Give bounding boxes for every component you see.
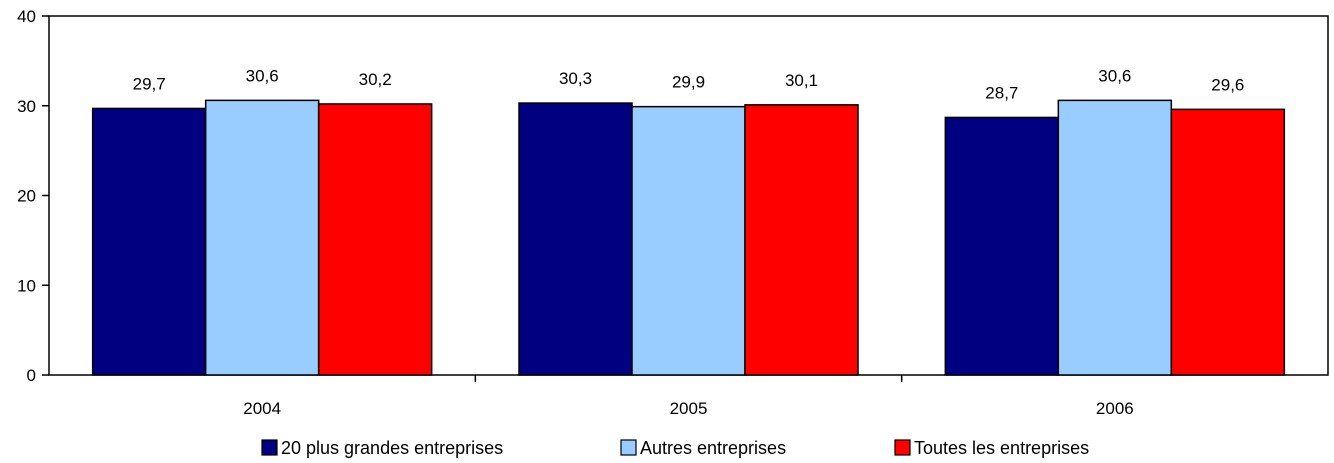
bar (204, 99, 320, 376)
bar (1057, 99, 1173, 376)
chart-legend: 20 plus grandes entreprises Autres entrep… (261, 438, 1089, 458)
legend-label: Autres entreprises (640, 438, 786, 458)
y-tick-label: 0 (27, 366, 36, 385)
bar (744, 104, 859, 376)
bar (518, 102, 633, 376)
data-label: 30,3 (559, 69, 592, 88)
y-tick-label: 40 (17, 7, 36, 26)
data-labels: 29,7 30,6 30,2 30,3 29,9 30,1 28,7 30,6 29,6 (133, 66, 1245, 102)
data-label: 29,6 (1211, 75, 1244, 94)
x-tick-label: 2006 (1096, 399, 1134, 418)
y-tick-label: 10 (17, 276, 36, 295)
bar (317, 103, 433, 376)
legend-swatch (894, 439, 911, 456)
data-label: 29,7 (133, 74, 166, 93)
bar (1170, 108, 1286, 376)
data-label: 30,6 (1098, 66, 1131, 85)
data-label: 29,9 (672, 73, 705, 92)
y-tick-label: 20 (17, 187, 36, 206)
data-label: 30,1 (785, 71, 818, 90)
x-tick-label: 2004 (243, 399, 281, 418)
bar (91, 107, 207, 376)
x-tick-label: 2005 (670, 399, 708, 418)
legend-label: 20 plus grandes entreprises (281, 438, 503, 458)
bar (631, 105, 746, 376)
bar (944, 116, 1060, 376)
data-label: 30,6 (246, 66, 279, 85)
data-label: 30,2 (359, 70, 392, 89)
legend-swatch (620, 439, 637, 456)
y-tick-label: 30 (17, 97, 36, 116)
chart-bars (91, 99, 1286, 376)
legend-label: Toutes les entreprises (914, 438, 1089, 458)
legend-swatch (261, 439, 278, 456)
data-label: 28,7 (985, 83, 1018, 102)
